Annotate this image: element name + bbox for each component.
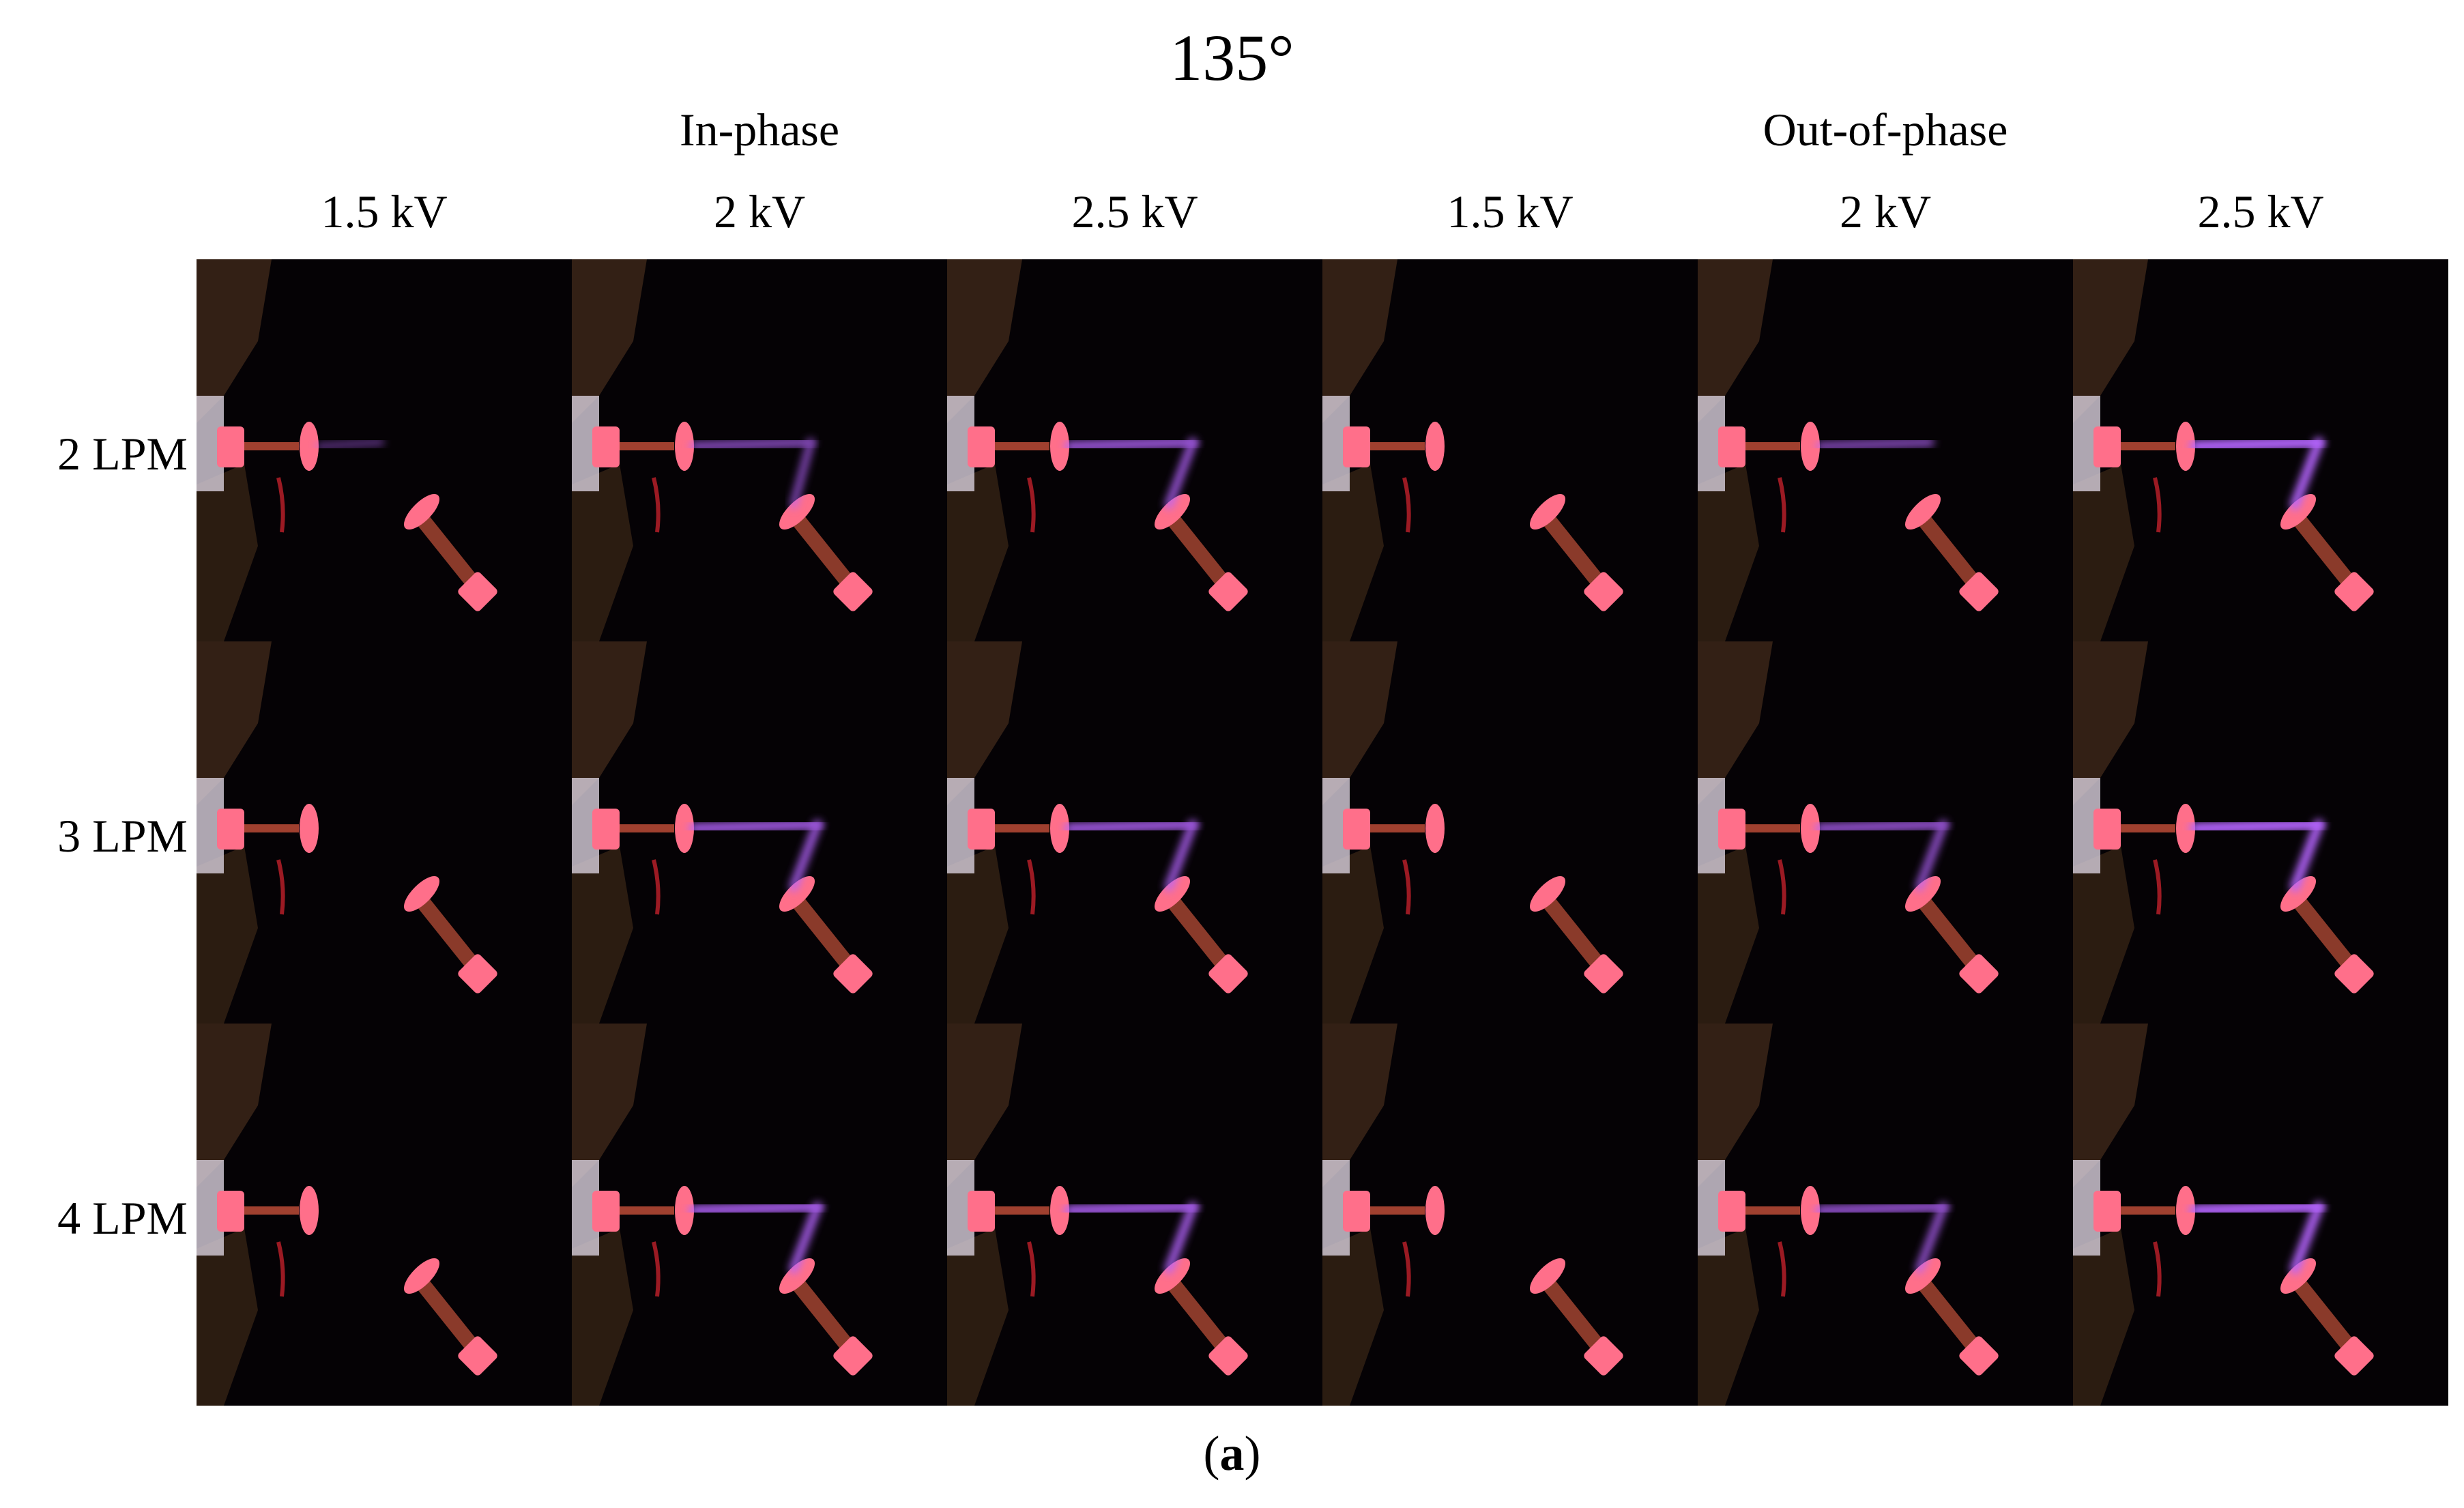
plasma-jet-photo <box>572 641 947 1024</box>
row-label-1: 2 LPM <box>57 428 188 480</box>
plasma-jet-photo <box>197 1024 572 1406</box>
figure-title: 135° <box>1170 21 1294 94</box>
photo-cell <box>572 641 947 1024</box>
photo-cell <box>1698 641 2073 1024</box>
column-label-1: 1.5 kV <box>321 186 448 237</box>
photo-cell <box>197 259 572 641</box>
figure-caption: (a) <box>0 1423 2464 1484</box>
photo-cell <box>1322 259 1698 641</box>
caption-close-paren: ) <box>1244 1426 1261 1481</box>
column-label-2: 2 kV <box>713 186 806 237</box>
plasma-jet-photo <box>197 641 572 1024</box>
photo-cell <box>197 641 572 1024</box>
photo-cell <box>947 259 1322 641</box>
caption-letter: a <box>1219 1426 1245 1481</box>
photo-cell <box>2073 641 2448 1024</box>
column-label-6: 2.5 kV <box>2197 186 2324 237</box>
photo-grid <box>197 259 2448 1406</box>
column-label-4: 1.5 kV <box>1447 186 1574 237</box>
group-label-out-of-phase: Out-of-phase <box>1763 104 2008 156</box>
column-label-5: 2 kV <box>1839 186 1932 237</box>
plasma-jet-photo <box>1322 1024 1698 1406</box>
caption-open-paren: ( <box>1203 1426 1220 1481</box>
photo-cell <box>1698 1024 2073 1406</box>
plasma-jet-photo <box>572 259 947 641</box>
plasma-jet-photo <box>2073 259 2448 641</box>
row-label-3: 4 LPM <box>57 1192 188 1244</box>
column-label-3: 2.5 kV <box>1071 186 1198 237</box>
photo-cell <box>947 1024 1322 1406</box>
photo-cell <box>947 641 1322 1024</box>
photo-cell <box>1322 1024 1698 1406</box>
photo-cell <box>1698 259 2073 641</box>
plasma-jet-photo <box>1698 1024 2073 1406</box>
group-label-in-phase: In-phase <box>679 104 840 156</box>
plasma-jet-photo <box>947 259 1322 641</box>
photo-cell <box>2073 1024 2448 1406</box>
photo-cell <box>572 1024 947 1406</box>
plasma-jet-photo <box>2073 641 2448 1024</box>
plasma-jet-photo <box>1322 259 1698 641</box>
plasma-jet-photo <box>947 641 1322 1024</box>
photo-cell <box>1322 641 1698 1024</box>
plasma-jet-photo <box>572 1024 947 1406</box>
row-label-2: 3 LPM <box>57 810 188 862</box>
plasma-jet-photo <box>1698 259 2073 641</box>
plasma-jet-photo <box>2073 1024 2448 1406</box>
photo-cell <box>197 1024 572 1406</box>
plasma-jet-photo <box>1322 641 1698 1024</box>
plasma-jet-photo <box>947 1024 1322 1406</box>
plasma-jet-photo <box>197 259 572 641</box>
plasma-jet-photo <box>1698 641 2073 1024</box>
photo-cell <box>572 259 947 641</box>
photo-cell <box>2073 259 2448 641</box>
